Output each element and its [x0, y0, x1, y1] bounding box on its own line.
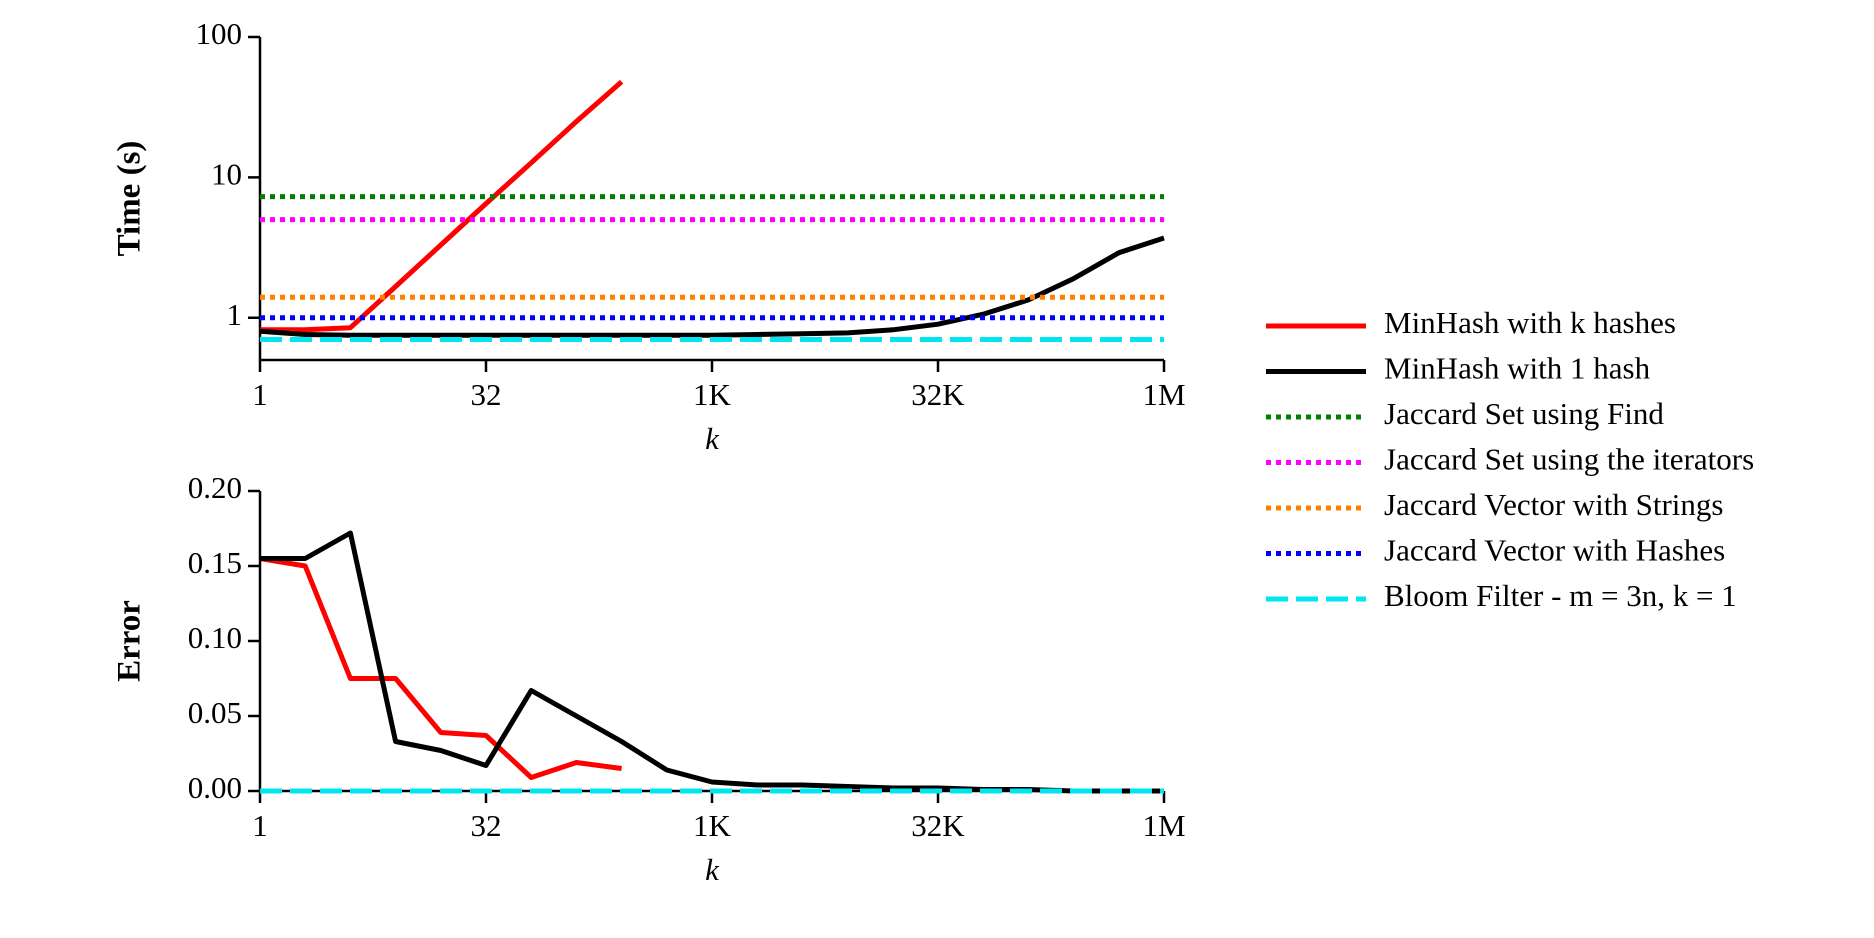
series-line: [259, 235, 1165, 338]
series-line: [260, 530, 1164, 794]
y-tick-label: 0.15: [188, 545, 242, 580]
x-tick-label: 1K: [693, 808, 732, 843]
x-tick-label: 1K: [693, 377, 732, 412]
y-tick-label: 0.10: [188, 620, 242, 655]
x-tick-label: 32K: [911, 377, 965, 412]
legend-label: Jaccard Set using the iterators: [1384, 442, 1754, 477]
legend-label: Jaccard Vector with Strings: [1384, 487, 1724, 522]
x-axis-title: k: [705, 421, 720, 456]
y-tick-label: 100: [196, 16, 243, 51]
x-tick-label: 32K: [911, 808, 965, 843]
x-tick-label: 1M: [1142, 377, 1185, 412]
legend-label: MinHash with 1 hash: [1384, 351, 1651, 386]
series-line: [260, 79, 624, 333]
y-tick-label: 0.05: [188, 695, 242, 730]
y-tick-label: 0.00: [188, 770, 242, 805]
y-tick-label: 0.20: [188, 470, 242, 505]
series-line: [259, 556, 622, 780]
y-axis-title: Time (s): [112, 141, 148, 257]
legend-label: Jaccard Set using Find: [1384, 396, 1664, 431]
x-tick-label: 32: [471, 808, 502, 843]
x-tick-label: 1: [252, 808, 268, 843]
x-tick-label: 1: [252, 377, 268, 412]
legend-label: Jaccard Vector with Hashes: [1384, 533, 1725, 568]
y-tick-label: 10: [211, 156, 242, 191]
legend-label: MinHash with k hashes: [1384, 305, 1676, 340]
x-tick-label: 1M: [1142, 808, 1185, 843]
y-axis-title: Error: [112, 600, 148, 682]
legend-label: Bloom Filter - m = 3n, k = 1: [1384, 578, 1737, 613]
x-axis-title: k: [705, 852, 720, 887]
y-tick-label: 1: [227, 297, 243, 332]
x-tick-label: 32: [471, 377, 502, 412]
